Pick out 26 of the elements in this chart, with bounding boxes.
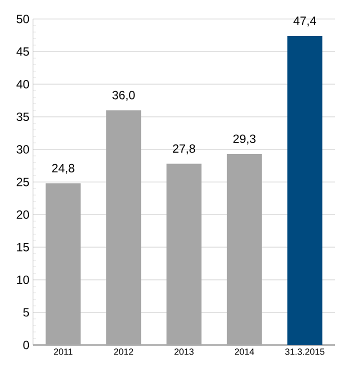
data-label: 24,8 [52,164,74,174]
y-tick-label: 10 [17,276,30,284]
y-tick-label: 50 [16,14,30,24]
y-tick-label: 15 [17,243,29,252]
y-tick-label: 20 [16,210,30,219]
y-tick-label: 40 [16,80,30,88]
x-tick-label: 2012 [114,348,134,355]
x-tick-label: 2013 [174,348,194,355]
bar [287,36,322,345]
data-label: 36,0 [112,90,135,101]
y-tick-label: 45 [16,47,29,56]
y-tick-label: 35 [16,112,29,122]
y-tick-label: 30 [16,145,30,154]
bar [226,154,262,345]
x-tick-label: 2011 [54,348,72,355]
x-tick-label: 2014 [234,348,254,355]
data-label: 47,4 [293,16,316,26]
y-tick-label: 5 [23,308,29,317]
data-label: 27,8 [172,144,196,154]
y-tick-label: 25 [16,178,29,186]
bar [166,164,202,345]
x-tick-label: 31.3.2015 [285,348,324,355]
bar [106,110,142,345]
y-tick-label: 0 [23,340,30,350]
data-label: 29,3 [233,134,256,144]
bar [46,183,81,345]
